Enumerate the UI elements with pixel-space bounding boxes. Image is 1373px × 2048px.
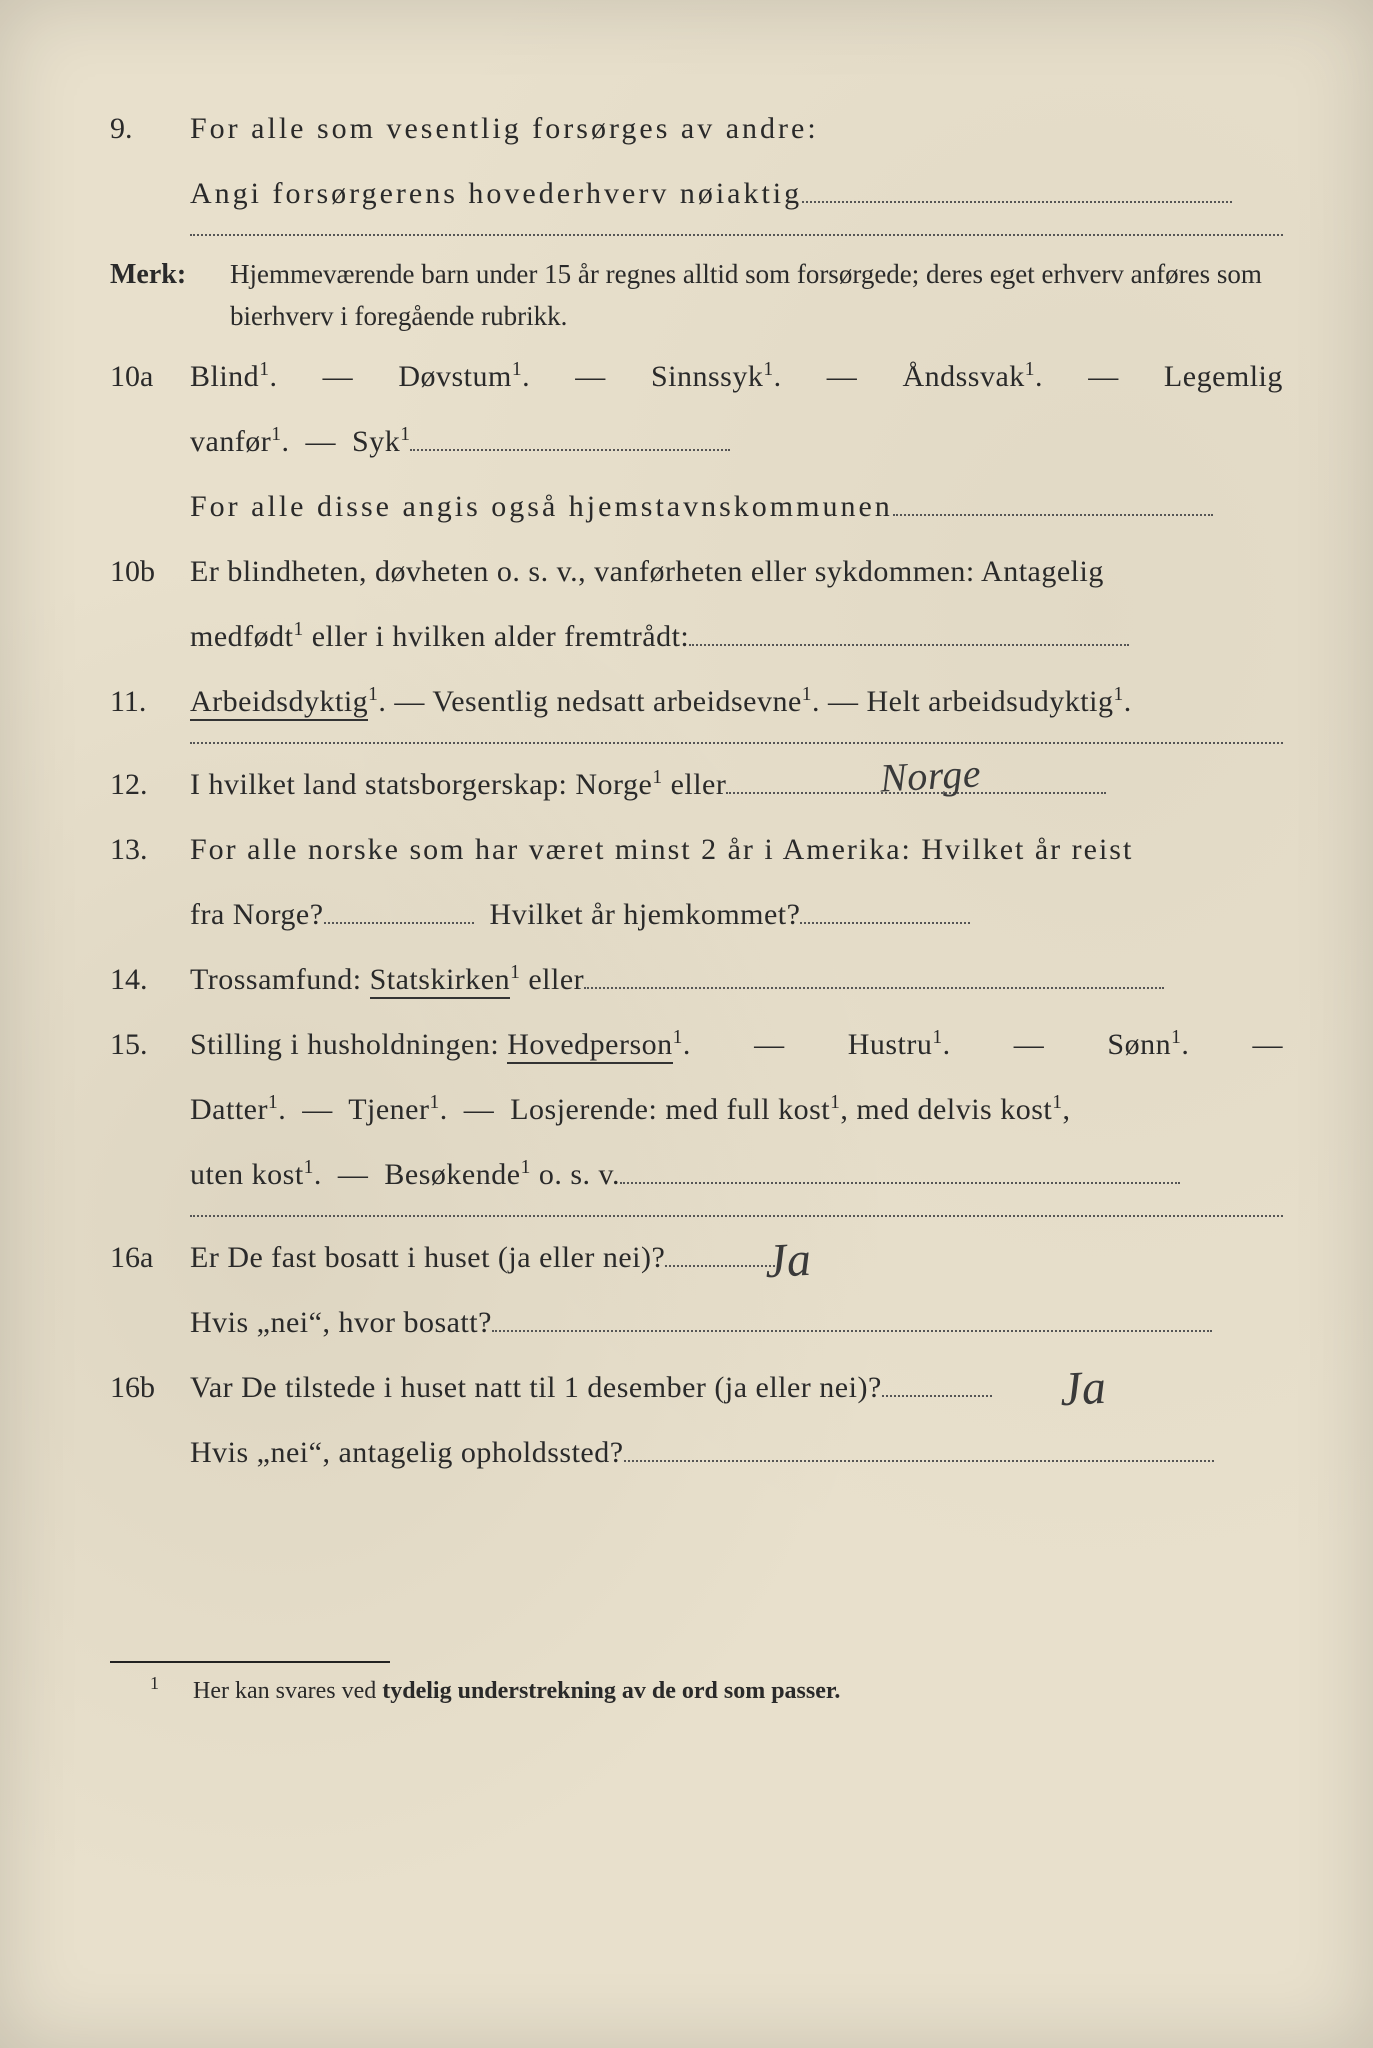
q14-blank (584, 987, 1164, 989)
q11-c: Helt arbeidsudyktig (867, 685, 1114, 718)
q13-blank2 (800, 922, 970, 924)
q12-number: 12. (110, 756, 190, 813)
q9-number: 9. (110, 100, 190, 157)
q16a-blank (665, 1265, 775, 1267)
q16a-answer: Ja (763, 1214, 814, 1307)
q16b-blank2 (624, 1460, 1214, 1462)
q12-text: I hvilket land statsborgerskap: Norge (190, 768, 652, 801)
footnote-rule (110, 1661, 390, 1663)
q13-line1: For alle norske som har været minst 2 år… (190, 821, 1283, 878)
q14-a: Trossamfund: (190, 963, 370, 996)
q15-datter: Datter (190, 1093, 268, 1126)
merk-row: Merk: Hjemmeværende barn under 15 år reg… (110, 248, 1283, 338)
q13-line2b: Hvilket år hjemkommet? (490, 898, 801, 931)
q9-row1: 9. For alle som vesentlig forsørges av a… (110, 100, 1283, 157)
footnote-number: 1 (150, 1673, 159, 1693)
q12-row: 12. I hvilket land statsborgerskap: Norg… (110, 756, 1283, 813)
q16a-question: Er De fast bosatt i huset (ja eller nei)… (190, 1241, 665, 1274)
q13-row2: fra Norge? Hvilket år hjemkommet? (110, 886, 1283, 943)
q10a-blank1 (410, 449, 730, 451)
q11-number: 11. (110, 673, 190, 730)
q16a-number: 16a (110, 1229, 190, 1286)
q15-tjener: Tjener (348, 1093, 429, 1126)
footnote: 1 Her kan svares ved tydelig understrekn… (150, 1673, 1283, 1705)
q9-row2: Angi forsørgerens hovederhverv nøiaktig (110, 165, 1283, 222)
q10a-row1: 10a Blind1. — Døvstum1. — Sinnssyk1. — Å… (110, 348, 1283, 405)
footnote-text-b: tydelig understrekning av de ord som pas… (382, 1678, 840, 1704)
q16b-number: 16b (110, 1359, 190, 1416)
q13-number: 13. (110, 821, 190, 878)
q14-statskirken: Statskirken (370, 963, 511, 999)
q16b-line2: Hvis „nei“, antagelig opholdssted? (190, 1436, 624, 1469)
q15-number: 15. (110, 1016, 190, 1073)
q11-a: Arbeidsdyktig (190, 685, 368, 721)
q10b-number: 10b (110, 543, 190, 600)
q13-blank1 (324, 922, 474, 924)
merk-text: Hjemmeværende barn under 15 år regnes al… (230, 254, 1283, 338)
q15-delvis: , med delvis kost (840, 1093, 1052, 1126)
q12-answer: Norge (878, 735, 983, 816)
q10a-line3: For alle disse angis også hjemstavnskomm… (190, 490, 893, 523)
q10b-row1: 10b Er blindheten, døvheten o. s. v., va… (110, 543, 1283, 600)
census-form-page: 9. For alle som vesentlig forsørges av a… (0, 0, 1373, 2048)
q15-sonn: Sønn (1107, 1028, 1171, 1061)
q15-blank (620, 1182, 1180, 1184)
q10b-line1: Er blindheten, døvheten o. s. v., vanfør… (190, 543, 1283, 600)
q16a-blank2 (492, 1330, 1212, 1332)
q11-row: 11. Arbeidsdyktig1. — Vesentlig nedsatt … (110, 673, 1283, 730)
q13-line2a: fra Norge? (190, 898, 324, 931)
q15-osv: o. s. v. (531, 1158, 620, 1191)
q14-number: 14. (110, 951, 190, 1008)
q10b-row2: medfødt1 eller i hvilken alder fremtrådt… (110, 608, 1283, 665)
q15-hustru: Hustru (848, 1028, 933, 1061)
q9-blank (802, 201, 1232, 203)
q15-row1: 15. Stilling i husholdningen: Hovedperso… (110, 1016, 1283, 1073)
q15-besokende: Besøkende (384, 1158, 520, 1191)
q15-losjerende: Losjerende: med full kost (510, 1093, 830, 1126)
q10a-legemlig: Legemlig (1164, 348, 1283, 405)
q10a-blank2 (893, 514, 1213, 516)
footnote-text-a: Her kan svares ved (193, 1678, 382, 1704)
divider-3 (190, 1215, 1283, 1217)
q15-a: Stilling i husholdningen: (190, 1028, 507, 1061)
q10a-dovstum: Døvstum (398, 360, 512, 393)
q10a-row2: vanfør1. — Syk1 (110, 413, 1283, 470)
q10a-andssvak: Åndssvak (902, 360, 1024, 393)
q10a-number: 10a (110, 348, 190, 405)
q16a-row1: 16a Er De fast bosatt i huset (ja eller … (110, 1229, 1283, 1286)
divider-1 (190, 234, 1283, 236)
q16a-row2: Hvis „nei“, hvor bosatt? (110, 1294, 1283, 1351)
q15-hovedperson: Hovedperson (507, 1028, 672, 1064)
q10a-sinnssyk: Sinnssyk (651, 360, 763, 393)
q10a-syk: Syk (352, 425, 400, 458)
q16b-row1: 16b Var De tilstede i huset natt til 1 d… (110, 1359, 1283, 1416)
q14-eller: eller (520, 963, 584, 996)
q10b-blank (689, 644, 1129, 646)
q12-eller: eller (663, 768, 727, 801)
q16b-question: Var De tilstede i huset natt til 1 desem… (190, 1371, 882, 1404)
q16a-line2: Hvis „nei“, hvor bosatt? (190, 1306, 492, 1339)
q9-line1: For alle som vesentlig forsørges av andr… (190, 100, 1283, 157)
q16b-blank (882, 1395, 992, 1397)
q13-row1: 13. For alle norske som har været minst … (110, 821, 1283, 878)
q15-row3: uten kost1. — Besøkende1 o. s. v. (110, 1146, 1283, 1203)
q14-row: 14. Trossamfund: Statskirken1 eller (110, 951, 1283, 1008)
q16b-answer: Ja (1058, 1342, 1109, 1435)
q15-row2: Datter1. — Tjener1. — Losjerende: med fu… (110, 1081, 1283, 1138)
q11-b: Vesentlig nedsatt arbeidsevne (432, 685, 801, 718)
q10b-medfodt: medfødt (190, 620, 293, 653)
q10b-line2b: eller i hvilken alder fremtrådt: (304, 620, 690, 653)
q10a-vanfor: vanfør (190, 425, 271, 458)
q9-line2: Angi forsørgerens hovederhverv nøiaktig (190, 177, 802, 210)
divider-2 (190, 742, 1283, 744)
merk-label: Merk: (110, 248, 230, 301)
q15-uten: uten kost (190, 1158, 304, 1191)
q10a-blind: Blind (190, 360, 259, 393)
q10a-row3: For alle disse angis også hjemstavnskomm… (110, 478, 1283, 535)
